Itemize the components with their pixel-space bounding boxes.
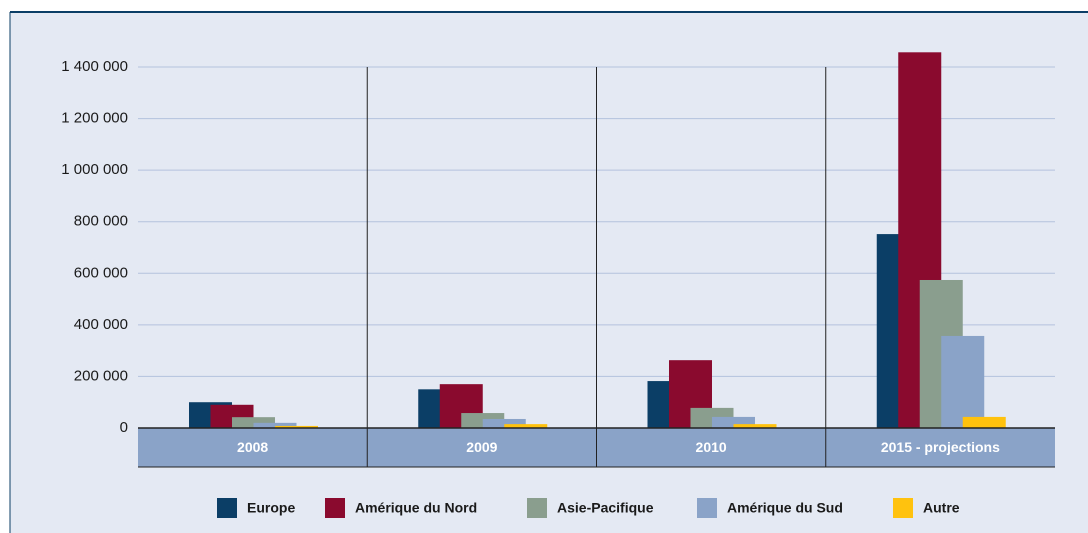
bar [712, 416, 755, 428]
bar [962, 416, 1006, 428]
bar [504, 424, 548, 428]
legend-label: Amérique du Sud [727, 500, 843, 516]
legend-swatch [893, 498, 913, 518]
y-tick-label: 1 400 000 [61, 58, 128, 75]
y-tick-label: 1 000 000 [61, 161, 128, 178]
legend-label: Autre [923, 500, 960, 516]
legend-swatch [527, 498, 547, 518]
x-tick-label: 2008 [237, 439, 268, 455]
y-tick-label: 0 [120, 419, 128, 436]
legend-label: Asie-Pacifique [557, 500, 654, 516]
bar [253, 422, 297, 428]
y-tick-label: 200 000 [74, 367, 128, 384]
bar [482, 418, 526, 428]
legend-label: Amérique du Nord [355, 500, 477, 516]
bar [733, 424, 777, 428]
x-tick-label: 2015 - projections [881, 439, 1000, 455]
legend-swatch [217, 498, 237, 518]
y-tick-label: 600 000 [74, 264, 128, 281]
x-tick-label: 2010 [696, 439, 727, 455]
y-tick-label: 800 000 [74, 213, 128, 230]
bar [275, 425, 318, 428]
y-tick-label: 400 000 [74, 316, 128, 333]
x-tick-label: 2009 [466, 439, 497, 455]
bar [232, 417, 275, 428]
legend-swatch [697, 498, 717, 518]
legend-swatch [325, 498, 345, 518]
bar [941, 335, 985, 428]
legend-label: Europe [247, 500, 295, 516]
y-tick-label: 1 200 000 [61, 110, 128, 127]
